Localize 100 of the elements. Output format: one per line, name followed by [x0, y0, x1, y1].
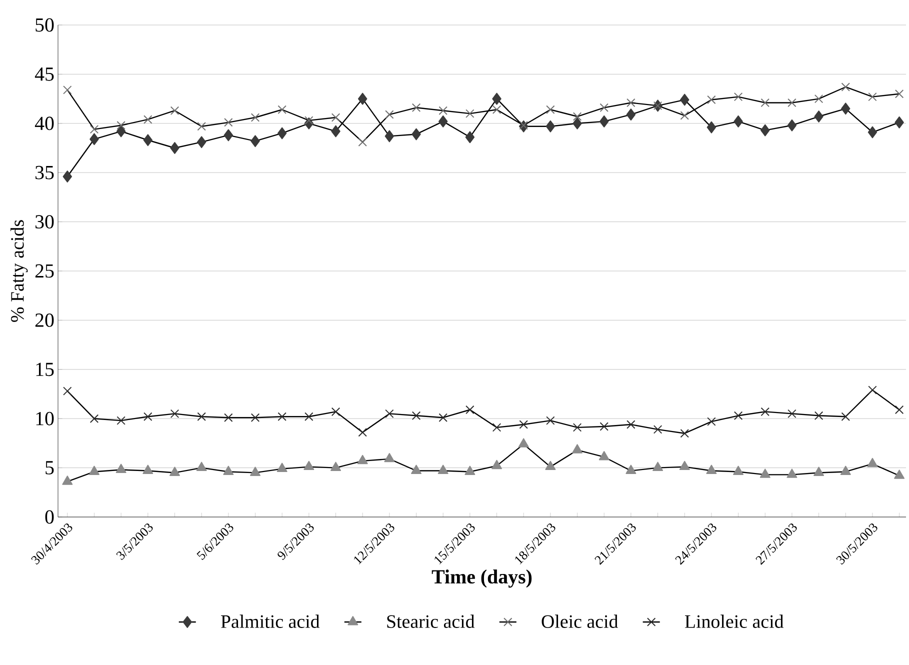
point: [518, 438, 529, 448]
point: [63, 386, 72, 396]
y-axis-title: % Fatty acids: [10, 220, 28, 322]
point: [90, 133, 99, 146]
point: [572, 423, 582, 432]
point: [384, 130, 394, 142]
point: [438, 106, 448, 115]
x-axis-title: Time (days): [432, 570, 532, 588]
point: [116, 125, 126, 138]
point: [787, 119, 797, 132]
point: [814, 411, 824, 420]
point: [841, 102, 850, 115]
point: [599, 115, 609, 128]
y-tick-label: 50: [36, 18, 54, 32]
point: [197, 122, 206, 131]
point: [680, 94, 690, 106]
point: [464, 466, 476, 475]
point: [788, 409, 796, 418]
y-tick-label: 40: [34, 116, 54, 130]
point: [626, 108, 636, 121]
y-tick-label: 0: [45, 510, 54, 524]
point: [116, 416, 126, 425]
point: [169, 466, 180, 476]
point: [492, 105, 502, 114]
point: [62, 476, 73, 485]
point: [224, 129, 234, 142]
point: [250, 466, 260, 476]
point: [144, 115, 152, 124]
point: [867, 458, 878, 468]
point: [412, 103, 421, 112]
point: [894, 116, 904, 128]
point: [277, 127, 287, 140]
point: [545, 460, 556, 470]
point: [331, 125, 340, 138]
point: [680, 428, 689, 438]
legend-label: Palmitic acid: [220, 614, 320, 628]
point: [385, 110, 394, 119]
point: [868, 126, 878, 138]
point: [786, 468, 798, 478]
point: [760, 98, 770, 108]
point: [894, 405, 904, 414]
point: [546, 120, 556, 132]
point: [868, 92, 877, 102]
point: [706, 464, 717, 474]
point: [707, 417, 716, 426]
point: [358, 138, 367, 146]
point: [143, 134, 153, 146]
point: [572, 117, 582, 130]
y-tick-label: 20: [35, 313, 54, 327]
point: [223, 466, 234, 475]
point: [680, 111, 689, 120]
point: [626, 98, 636, 108]
point: [278, 412, 286, 422]
point: [250, 135, 260, 148]
point: [90, 414, 99, 423]
point: [116, 464, 126, 474]
point: [304, 460, 314, 470]
y-tick-label: 5: [46, 461, 54, 474]
point: [438, 115, 448, 128]
point: [62, 170, 72, 183]
point: [788, 98, 796, 108]
point: [840, 466, 851, 475]
point: [626, 420, 636, 429]
point: [598, 450, 610, 460]
point: [385, 409, 394, 418]
point: [304, 412, 314, 422]
point: [224, 413, 233, 422]
point: [546, 105, 555, 114]
point: [868, 386, 877, 394]
point: [276, 462, 288, 472]
point: [679, 460, 690, 470]
point: [894, 90, 904, 98]
point: [652, 462, 664, 472]
point: [412, 128, 421, 140]
point: [894, 470, 905, 479]
point: [734, 92, 743, 102]
point: [170, 409, 180, 418]
point: [90, 124, 99, 134]
point: [626, 464, 636, 474]
point: [734, 411, 743, 420]
point: [358, 428, 367, 437]
point: [357, 454, 368, 464]
point: [331, 113, 340, 122]
point: [841, 82, 850, 92]
point: [760, 468, 770, 478]
point: [465, 131, 475, 144]
point: [492, 92, 502, 105]
point: [170, 142, 180, 154]
point: [411, 464, 422, 474]
point: [196, 462, 207, 472]
point: [331, 407, 340, 416]
point: [170, 106, 180, 115]
point: [653, 425, 662, 434]
legend-label: Linoleic acid: [684, 614, 784, 628]
point: [600, 103, 608, 112]
y-tick-label: 45: [34, 68, 54, 81]
point: [116, 120, 126, 130]
legend-label: Stearic acid: [387, 614, 475, 628]
point: [760, 407, 770, 416]
legend-label: Oleic acid: [542, 614, 618, 628]
